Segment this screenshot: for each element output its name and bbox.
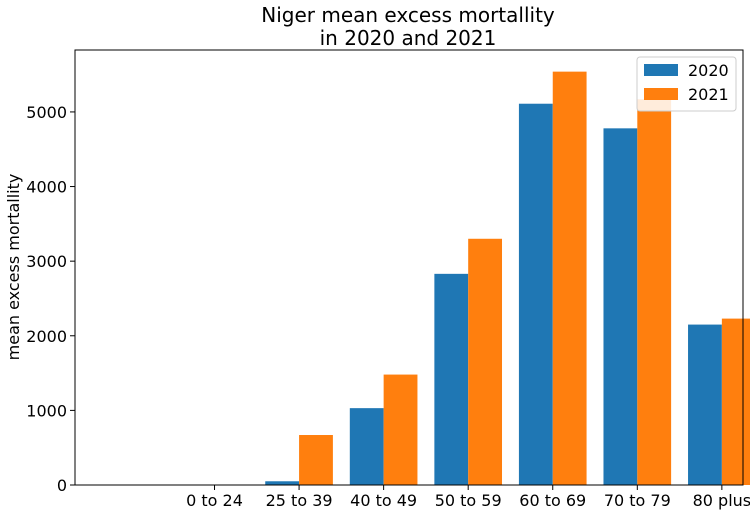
y-axis-label: mean excess mortallity	[4, 174, 23, 361]
x-tick-label-6: 80 plus	[693, 491, 750, 510]
x-tick-label-3: 50 to 59	[435, 491, 502, 510]
bar-2020-6	[688, 324, 722, 485]
y-tick-label-3: 3000	[26, 252, 67, 271]
bar-2021-1	[299, 435, 333, 485]
y-tick-label-2: 2000	[26, 327, 67, 346]
y-tick-label-0: 0	[57, 476, 67, 495]
bar-2021-2	[383, 374, 418, 485]
x-tick-label-2: 40 to 49	[350, 491, 417, 510]
bar-2021-6	[721, 318, 750, 485]
bar-2021-5	[637, 99, 672, 485]
x-tick-label-0: 0 to 24	[186, 491, 243, 510]
legend-swatch-2020	[644, 64, 678, 76]
bars-layer	[265, 71, 750, 485]
x-tick-label-1: 25 to 39	[266, 491, 333, 510]
legend-label-2020: 2020	[688, 61, 729, 80]
legend: 2020 2021	[636, 56, 737, 112]
chart-title-line-1: Niger mean excess mortallity	[261, 3, 555, 27]
y-tick-label-1: 1000	[26, 401, 67, 420]
bar-2020-3	[434, 273, 469, 485]
x-tick-label-5: 70 to 79	[604, 491, 671, 510]
plot-frame	[74, 49, 744, 486]
legend-swatch-2021	[644, 88, 678, 100]
x-tick-label-4: 60 to 69	[519, 491, 586, 510]
y-tick-label-5: 5000	[26, 103, 67, 122]
bar-2020-1	[265, 481, 300, 485]
y-tick-label-4: 4000	[26, 178, 67, 197]
bar-2021-3	[468, 238, 503, 485]
x-ticks: 0 to 24 25 to 39 40 to 49 50 to 59 60 to 69 7…	[186, 485, 750, 510]
bar-2020-5	[603, 128, 638, 485]
bar-2020-4	[518, 103, 553, 485]
y-ticks: 0 1000 2000 3000 4000 5000	[26, 103, 75, 495]
bar-2020-2	[349, 408, 384, 485]
chart-title-line-2: in 2020 and 2021	[320, 26, 497, 50]
bar-2021-4	[552, 71, 587, 485]
legend-label-2021: 2021	[688, 85, 729, 104]
